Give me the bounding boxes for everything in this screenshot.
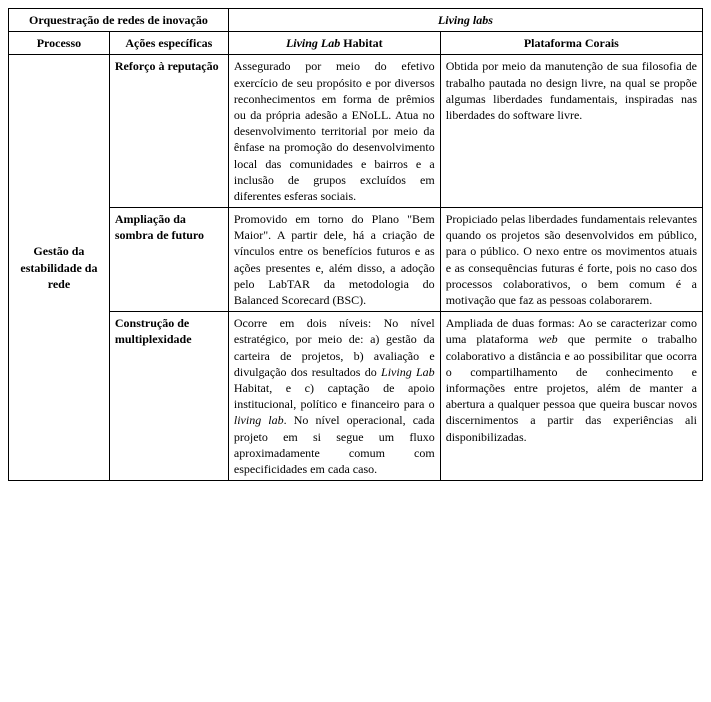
header-living-lab-habitat: Living Lab Habitat xyxy=(228,32,440,55)
corais-cell: Propiciado pelas liberdades fundamentais… xyxy=(440,208,702,312)
table-row: Construção de multiplexidade Ocorre em d… xyxy=(9,312,703,481)
action-cell: Reforço à reputação xyxy=(109,55,228,208)
corais-cell: Obtida por meio da manutenção de sua fil… xyxy=(440,55,702,208)
header-living-labs: Living labs xyxy=(228,9,702,32)
header-plataforma-corais: Plataforma Corais xyxy=(440,32,702,55)
habitat-cell: Ocorre em dois níveis: No nível estratég… xyxy=(228,312,440,481)
table-row: Gestão da estabilidade da rede Reforço à… xyxy=(9,55,703,208)
header-orquestracao: Orquestração de redes de inovação xyxy=(9,9,229,32)
table-row: Ampliação da sombra de futuro Promovido … xyxy=(9,208,703,312)
innovation-network-table: Orquestração de redes de inovação Living… xyxy=(8,8,703,481)
header-processo: Processo xyxy=(9,32,110,55)
habitat-cell: Assegurado por meio do efetivo exercício… xyxy=(228,55,440,208)
habitat-cell: Promovido em torno do Plano "Bem Maior".… xyxy=(228,208,440,312)
action-cell: Ampliação da sombra de futuro xyxy=(109,208,228,312)
header-acoes: Ações específicas xyxy=(109,32,228,55)
action-cell: Construção de multiplexidade xyxy=(109,312,228,481)
process-cell: Gestão da estabilidade da rede xyxy=(9,55,110,481)
corais-cell: Ampliada de duas formas: Ao se caracteri… xyxy=(440,312,702,481)
